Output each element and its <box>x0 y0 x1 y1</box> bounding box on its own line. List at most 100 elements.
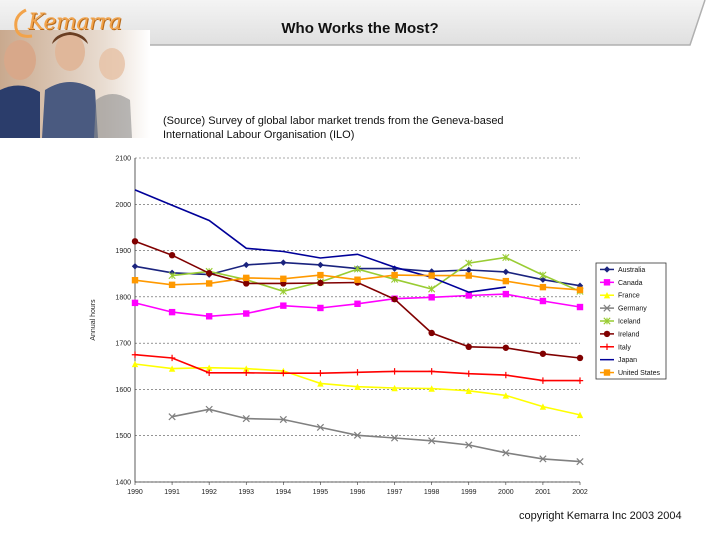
series-canada <box>131 290 584 320</box>
x-tick-label: 1998 <box>424 489 440 496</box>
data-point-canada <box>243 310 250 317</box>
data-point-united-states <box>539 283 547 291</box>
data-point-iceland <box>502 253 510 262</box>
series-japan <box>134 189 506 294</box>
data-point-iceland <box>168 271 176 280</box>
legend-marker-italy <box>603 343 611 350</box>
y-tick-label: 1600 <box>115 387 131 394</box>
data-point-italy <box>243 369 250 376</box>
series-line-japan <box>134 189 506 294</box>
data-point-germany <box>316 423 325 432</box>
legend-marker-ireland <box>603 330 611 338</box>
chart-series <box>131 189 584 466</box>
data-point-france <box>354 383 361 390</box>
data-point-italy <box>428 368 435 375</box>
data-point-france <box>168 365 176 372</box>
x-tick-label: 1997 <box>387 489 403 496</box>
data-point-united-states <box>428 272 435 279</box>
data-point-italy <box>465 370 472 377</box>
legend-label-australia: Australia <box>618 267 645 274</box>
data-point-canada <box>205 313 213 320</box>
legend-label-ireland: Ireland <box>618 331 640 338</box>
data-point-canada <box>168 308 176 316</box>
data-point-australia <box>317 261 324 269</box>
data-point-canada <box>502 290 510 298</box>
data-point-australia <box>502 268 510 276</box>
data-point-ireland <box>502 344 510 351</box>
data-point-australia <box>280 259 287 266</box>
data-point-canada <box>465 292 472 299</box>
data-point-germany <box>279 415 287 424</box>
data-point-canada <box>539 297 547 305</box>
data-point-united-states <box>168 281 176 289</box>
data-point-united-states <box>205 280 213 287</box>
y-tick-label: 1800 <box>115 294 131 301</box>
series-united-states <box>131 271 584 294</box>
data-point-australia <box>243 261 250 269</box>
series-germany <box>168 405 584 466</box>
data-point-canada <box>131 299 139 307</box>
data-point-germany <box>539 455 547 463</box>
data-point-italy <box>502 371 510 379</box>
source-line-1: (Source) Survey of global labor market t… <box>163 115 504 127</box>
people-photo <box>0 30 150 138</box>
data-point-italy <box>280 370 287 377</box>
y-tick-label: 1900 <box>115 248 131 255</box>
data-point-italy <box>131 351 139 358</box>
data-point-ireland <box>243 280 250 287</box>
data-point-germany <box>353 431 362 439</box>
data-point-france <box>502 392 510 399</box>
data-point-canada <box>576 303 584 311</box>
y-tick-label: 1400 <box>115 480 131 487</box>
series-line-germany <box>171 408 581 463</box>
data-point-ireland <box>539 350 547 357</box>
x-tick-label: 2002 <box>572 489 588 496</box>
series-italy <box>131 351 584 384</box>
x-tick-label: 1992 <box>201 489 217 496</box>
legend-marker-germany <box>603 304 611 312</box>
data-point-united-states <box>317 271 324 279</box>
data-point-united-states <box>243 274 250 282</box>
data-point-italy <box>317 370 324 377</box>
data-point-germany <box>576 458 584 466</box>
data-point-australia <box>539 276 547 283</box>
data-point-canada <box>354 300 361 307</box>
data-point-italy <box>168 354 176 362</box>
data-point-germany <box>390 434 399 442</box>
data-point-germany <box>168 413 176 421</box>
data-point-italy <box>205 369 213 376</box>
legend-label-france: France <box>618 293 640 300</box>
legend-label-germany: Germany <box>618 306 647 313</box>
legend-marker-iceland <box>603 317 611 325</box>
legend-label-canada: Canada <box>618 280 643 287</box>
data-point-germany <box>205 405 213 413</box>
data-point-ireland <box>168 252 176 259</box>
data-point-ireland <box>131 238 139 245</box>
data-point-ireland <box>317 279 324 287</box>
legend-label-italy: Italy <box>618 344 631 351</box>
data-point-france <box>576 411 584 419</box>
data-point-germany <box>502 449 510 457</box>
data-point-canada <box>317 304 324 312</box>
data-point-iceland <box>539 271 547 279</box>
data-point-france <box>539 403 547 410</box>
data-point-canada <box>280 302 287 309</box>
legend-marker-united-states <box>603 369 611 376</box>
chart-legend: Australia Canada France Germany Iceland Irela… <box>595 262 667 380</box>
data-point-iceland <box>353 265 362 273</box>
logo-swoosh-icon <box>14 8 33 38</box>
data-point-united-states <box>465 272 472 279</box>
kemarra-logo <box>12 6 132 40</box>
data-point-france <box>243 365 250 372</box>
data-point-france <box>131 360 139 368</box>
y-tick-label: 1700 <box>115 341 131 348</box>
data-point-canada <box>428 294 435 301</box>
data-point-italy <box>539 377 547 384</box>
x-tick-label: 2001 <box>535 489 551 496</box>
source-note: (Source) Survey of global labor market t… <box>163 114 583 142</box>
data-point-united-states <box>576 286 584 294</box>
data-point-germany <box>428 437 436 445</box>
legend-label-japan: Japan <box>618 357 637 364</box>
data-point-france <box>317 380 324 387</box>
